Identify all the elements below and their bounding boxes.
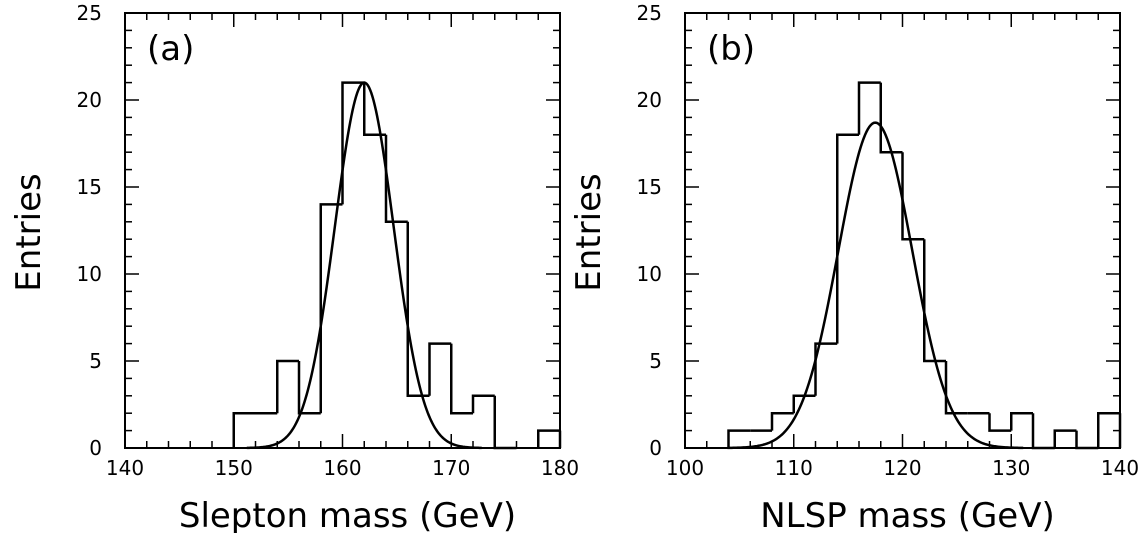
chart-0-x-axis-title: Slepton mass (GeV)	[179, 496, 516, 533]
chart-0-x-tick-label: 140	[106, 456, 144, 480]
chart-0-histogram-bin	[537, 429, 560, 448]
chart-0-histogram-bin	[319, 203, 343, 414]
chart-0-histogram-bin	[450, 343, 473, 415]
chart-0-histogram-bin	[232, 411, 256, 448]
chart-1-histogram-bin	[1097, 411, 1120, 448]
chart-1-panel-label: (b)	[707, 29, 755, 69]
chart-0-histogram-bin	[428, 342, 452, 396]
chart-1-panel: 100 110 120 130 140 0 5 10 15 20 25 (b) NLSP mass (G…	[569, 1, 1139, 533]
chart-1-x-tick-label: 120	[883, 456, 921, 480]
chart-1-histogram-bin	[857, 81, 881, 135]
chart-1-histogram-bin	[901, 152, 925, 241]
chart-1-histogram-bin	[836, 133, 859, 344]
chart-1-y-axis-title: Entries	[569, 173, 609, 291]
chart-0-panel-label: (a)	[147, 29, 194, 69]
chart-1-histogram-bin	[792, 394, 816, 414]
chart-1-histogram-bin	[770, 411, 794, 431]
chart-0-panel: 140 150 160 170 180 0 5 10 15 20 25 (a) Slepton mass…	[9, 1, 579, 533]
chart-0-x-tick-label: 150	[215, 456, 253, 480]
chart-1-y-tick-label: 0	[649, 436, 662, 460]
chart-0-x-tick-label: 160	[323, 456, 361, 480]
chart-1-histogram-bin	[988, 413, 1012, 432]
chart-0-y-tick-label: 25	[77, 1, 102, 25]
chart-0-y-tick-label: 10	[77, 262, 102, 286]
chart-1-histogram-bin	[879, 82, 903, 154]
chart-0-y-tick-label: 15	[77, 175, 102, 199]
chart-0-histogram-bin	[363, 82, 386, 137]
chart-1-fit-curve	[727, 121, 1024, 450]
chart-0-y-tick-label: 0	[89, 436, 102, 460]
chart-0-histogram-bin	[406, 221, 430, 398]
chart-1-histogram-bin	[814, 342, 838, 396]
chart-1-y-tick-label: 15	[637, 175, 662, 199]
chart-1-x-tick-label: 100	[666, 456, 704, 480]
chart-1-histogram-bin	[1010, 411, 1033, 431]
chart-0-histogram-bin	[276, 359, 299, 414]
chart-1-histogram-bin	[1031, 413, 1055, 450]
chart-0-histogram-bin	[493, 395, 517, 450]
chart-1-x-tick-label: 130	[992, 456, 1030, 480]
chart-0-histogram-bin	[471, 394, 495, 414]
chart-0-frame	[124, 12, 561, 449]
chart-1-y-tick-label: 20	[637, 88, 662, 112]
chart-1-y-tick-label: 25	[637, 1, 662, 25]
chart-1-histogram-bin	[1075, 430, 1099, 450]
chart-0-fit-curve	[246, 81, 482, 450]
chart-1-x-tick-label: 110	[775, 456, 813, 480]
chart-0-x-tick-label: 170	[432, 456, 470, 480]
chart-0-y-axis-title: Entries	[9, 173, 49, 291]
chart-1-histogram-bin	[1053, 429, 1077, 448]
chart-0-x-tick-label: 180	[541, 456, 579, 480]
chart-1-y-tick-label: 5	[649, 349, 662, 373]
chart-0-y-tick-label: 20	[77, 88, 102, 112]
chart-1-y-tick-label: 10	[637, 262, 662, 286]
chart-0-histogram-bin	[384, 134, 408, 224]
chart-1-histogram-bin	[944, 361, 968, 415]
chart-0-y-tick-label: 5	[89, 349, 102, 373]
chart-1-histogram-bin	[923, 239, 946, 363]
chart-1-x-tick-label: 140	[1101, 456, 1139, 480]
chart-0-histogram-bin	[297, 361, 321, 415]
chart-1-histogram-bin	[727, 429, 751, 448]
chart-1-x-axis-title: NLSP mass (GeV)	[760, 496, 1055, 533]
